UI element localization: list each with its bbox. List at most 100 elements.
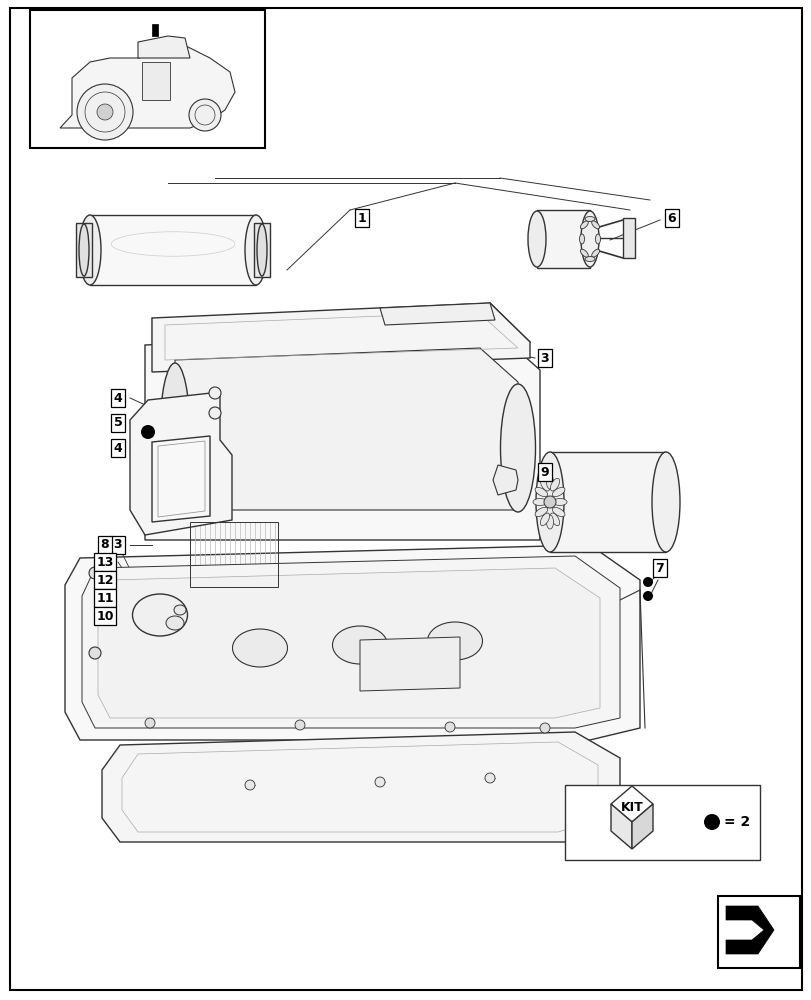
Bar [717,896,799,968]
Text: 13: 13 [97,556,114,568]
Polygon shape [145,330,539,540]
Ellipse shape [539,513,549,526]
Ellipse shape [79,215,101,285]
Circle shape [189,99,221,131]
Text: KIT: KIT [620,801,642,814]
Ellipse shape [584,217,594,222]
Ellipse shape [534,507,547,517]
Ellipse shape [581,211,599,267]
Text: 5: 5 [114,416,122,430]
Text: = 2: = 2 [723,815,749,829]
Ellipse shape [132,594,187,636]
Ellipse shape [550,478,559,491]
Polygon shape [90,215,255,285]
Polygon shape [725,906,773,954]
Ellipse shape [160,363,190,503]
Polygon shape [631,804,652,849]
Polygon shape [76,223,92,277]
Text: 11: 11 [97,591,114,604]
Ellipse shape [551,487,564,497]
Ellipse shape [591,221,599,229]
Text: 1: 1 [357,212,366,225]
Bar [142,62,169,100]
Ellipse shape [591,249,599,257]
Ellipse shape [532,498,547,506]
Ellipse shape [552,498,566,506]
Polygon shape [536,210,590,268]
Polygon shape [82,556,620,728]
Ellipse shape [257,224,267,276]
Ellipse shape [580,249,588,257]
Polygon shape [175,348,517,510]
Text: 6: 6 [667,212,676,225]
Polygon shape [60,42,234,128]
Polygon shape [65,545,639,740]
Ellipse shape [551,507,564,517]
Polygon shape [138,36,190,58]
Ellipse shape [550,513,559,526]
Bar [564,785,759,860]
Circle shape [97,104,113,120]
Polygon shape [359,637,460,691]
Circle shape [375,777,384,787]
Polygon shape [152,303,530,372]
Circle shape [543,496,556,508]
Ellipse shape [546,475,553,489]
Ellipse shape [174,605,186,615]
Ellipse shape [500,384,534,512]
Ellipse shape [580,221,588,229]
Circle shape [89,567,101,579]
Ellipse shape [579,234,584,244]
Circle shape [294,720,305,730]
Text: 7: 7 [654,562,663,574]
Text: 3: 3 [114,538,122,552]
Bar [622,218,634,258]
Circle shape [208,387,221,399]
Circle shape [145,718,155,728]
Bar [30,10,264,148]
Ellipse shape [332,626,387,664]
Polygon shape [610,804,631,849]
Circle shape [539,723,549,733]
Circle shape [245,780,255,790]
Text: 4: 4 [114,442,122,454]
Circle shape [77,84,133,140]
Ellipse shape [594,234,600,244]
Text: 8: 8 [101,538,109,552]
Ellipse shape [539,478,549,491]
Polygon shape [130,392,232,535]
Polygon shape [152,24,158,36]
Ellipse shape [527,211,545,267]
Circle shape [141,425,155,439]
Ellipse shape [546,515,553,529]
Circle shape [642,577,652,587]
Polygon shape [254,223,270,277]
Circle shape [642,591,652,601]
Ellipse shape [427,622,482,660]
Polygon shape [102,732,620,842]
Text: 3: 3 [540,352,548,364]
Polygon shape [492,465,517,495]
Circle shape [703,814,719,830]
Ellipse shape [534,487,547,497]
Ellipse shape [165,616,184,630]
Ellipse shape [584,256,594,261]
Bar [190,522,277,587]
Ellipse shape [245,215,267,285]
Circle shape [444,722,454,732]
Text: 10: 10 [97,609,114,622]
Polygon shape [152,436,210,522]
Text: 4: 4 [114,391,122,404]
Text: 12: 12 [97,574,114,586]
Circle shape [484,773,495,783]
Circle shape [89,647,101,659]
Text: 9: 9 [540,466,548,479]
Polygon shape [380,303,495,325]
Ellipse shape [232,629,287,667]
Circle shape [208,407,221,419]
Ellipse shape [651,452,679,552]
Ellipse shape [535,452,564,552]
Ellipse shape [79,224,89,276]
Polygon shape [610,786,652,822]
Polygon shape [549,452,665,552]
